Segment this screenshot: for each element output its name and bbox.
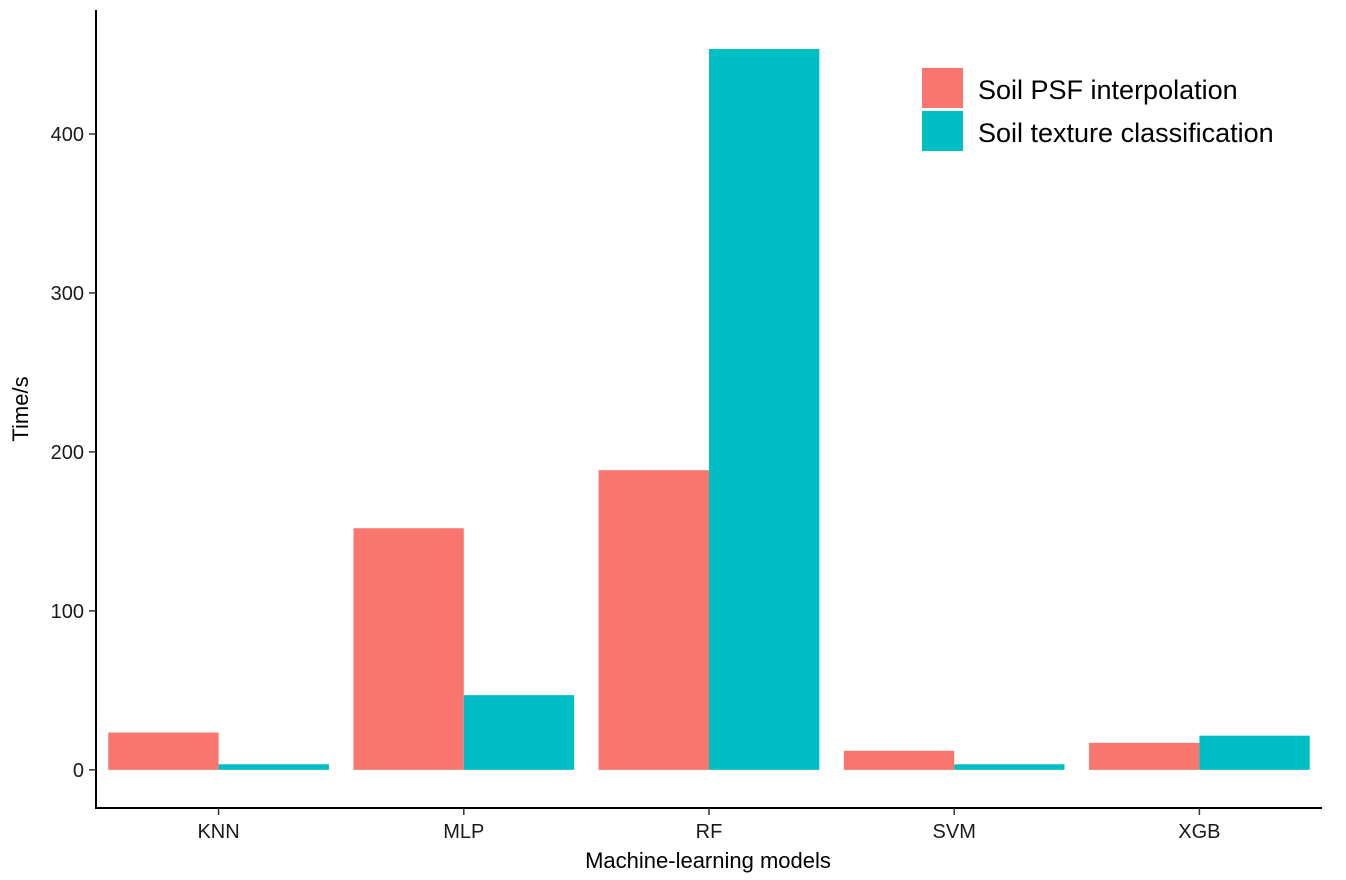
bar-svm-soil-texture-classification xyxy=(954,764,1065,770)
bar-knn-soil-texture-classification xyxy=(218,764,329,770)
x-tick-label-knn: KNN xyxy=(197,821,239,843)
x-tick-label-svm: SVM xyxy=(933,821,976,843)
x-axis: KNN MLP RF SVM XGB xyxy=(95,807,1322,843)
x-tick-label-rf: RF xyxy=(696,821,723,843)
bar-knn-soil-psf-interpolation xyxy=(108,732,219,770)
y-axis: 0 100 200 300 400 xyxy=(51,10,97,808)
x-tick-label-xgb: XGB xyxy=(1178,821,1220,843)
bar-rf-soil-psf-interpolation xyxy=(598,470,709,770)
legend-swatch-soil-psf-interpolation xyxy=(922,68,963,108)
bar-mlp-soil-texture-classification xyxy=(463,695,575,770)
bar-mlp-soil-psf-interpolation xyxy=(353,528,464,770)
legend-label-soil-psf-interpolation: Soil PSF interpolation xyxy=(978,75,1238,105)
bar-rf-soil-texture-classification xyxy=(709,48,820,770)
y-tick-label-0: 0 xyxy=(73,760,84,782)
bar-xgb-soil-texture-classification xyxy=(1199,735,1310,770)
bar-svm-soil-psf-interpolation xyxy=(843,750,955,770)
x-tick-label-mlp: MLP xyxy=(443,821,484,843)
y-tick-label-300: 300 xyxy=(51,283,84,305)
legend: Soil PSF interpolation Soil texture clas… xyxy=(922,68,1274,151)
y-tick-label-100: 100 xyxy=(51,601,84,623)
legend-swatch-soil-texture-classification xyxy=(922,111,963,151)
bars xyxy=(108,48,1310,770)
x-axis-title: Machine-learning models xyxy=(585,848,831,873)
legend-label-soil-texture-classification: Soil texture classification xyxy=(978,118,1274,148)
y-tick-label-400: 400 xyxy=(51,124,84,146)
y-axis-title: Time/s xyxy=(8,376,33,441)
bar-xgb-soil-psf-interpolation xyxy=(1089,742,1200,770)
y-tick-label-200: 200 xyxy=(51,442,84,464)
